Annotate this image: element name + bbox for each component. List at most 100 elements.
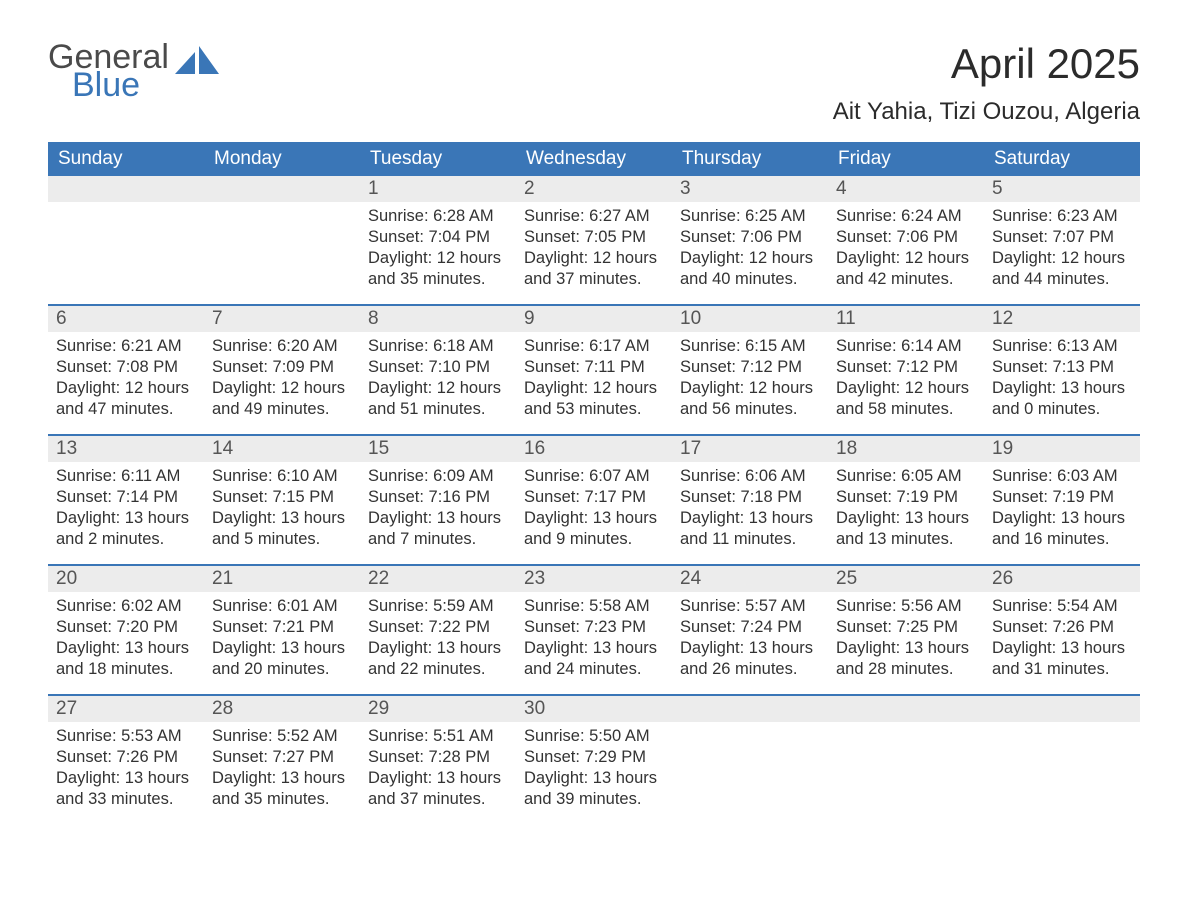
calendar-cell: 10Sunrise: 6:15 AMSunset: 7:12 PMDayligh… — [672, 306, 828, 434]
sunset-line: Sunset: 7:13 PM — [992, 357, 1132, 378]
day-number: 30 — [516, 696, 672, 722]
sunset-line: Sunset: 7:20 PM — [56, 617, 196, 638]
brand-logo-text: General Blue — [48, 40, 169, 102]
daylight-line: Daylight: 13 hours and 24 minutes. — [524, 638, 664, 680]
sunrise-line: Sunrise: 6:03 AM — [992, 466, 1132, 487]
sunrise-line: Sunrise: 6:28 AM — [368, 206, 508, 227]
sunset-line: Sunset: 7:06 PM — [836, 227, 976, 248]
daylight-line: Daylight: 12 hours and 49 minutes. — [212, 378, 352, 420]
day-details: Sunrise: 6:03 AMSunset: 7:19 PMDaylight:… — [984, 462, 1140, 558]
day-number: 4 — [828, 176, 984, 202]
day-number: 6 — [48, 306, 204, 332]
day-number: 12 — [984, 306, 1140, 332]
day-number: 23 — [516, 566, 672, 592]
calendar-cell: 1Sunrise: 6:28 AMSunset: 7:04 PMDaylight… — [360, 176, 516, 304]
day-number — [204, 176, 360, 202]
daylight-line: Daylight: 13 hours and 26 minutes. — [680, 638, 820, 680]
calendar-cell: 16Sunrise: 6:07 AMSunset: 7:17 PMDayligh… — [516, 436, 672, 564]
day-details: Sunrise: 6:10 AMSunset: 7:15 PMDaylight:… — [204, 462, 360, 558]
sunset-line: Sunset: 7:04 PM — [368, 227, 508, 248]
sunset-line: Sunset: 7:24 PM — [680, 617, 820, 638]
sunset-line: Sunset: 7:21 PM — [212, 617, 352, 638]
daylight-line: Daylight: 13 hours and 16 minutes. — [992, 508, 1132, 550]
day-number: 27 — [48, 696, 204, 722]
sunset-line: Sunset: 7:14 PM — [56, 487, 196, 508]
calendar-cell-empty — [984, 696, 1140, 824]
calendar-cell: 15Sunrise: 6:09 AMSunset: 7:16 PMDayligh… — [360, 436, 516, 564]
day-number — [48, 176, 204, 202]
calendar-cell: 2Sunrise: 6:27 AMSunset: 7:05 PMDaylight… — [516, 176, 672, 304]
sunset-line: Sunset: 7:19 PM — [836, 487, 976, 508]
sunrise-line: Sunrise: 6:25 AM — [680, 206, 820, 227]
calendar-cell: 9Sunrise: 6:17 AMSunset: 7:11 PMDaylight… — [516, 306, 672, 434]
daylight-line: Daylight: 13 hours and 5 minutes. — [212, 508, 352, 550]
calendar-cell: 14Sunrise: 6:10 AMSunset: 7:15 PMDayligh… — [204, 436, 360, 564]
month-title: April 2025 — [833, 40, 1140, 88]
title-block: April 2025 Ait Yahia, Tizi Ouzou, Algeri… — [833, 40, 1140, 126]
daylight-line: Daylight: 13 hours and 39 minutes. — [524, 768, 664, 810]
day-details: Sunrise: 5:52 AMSunset: 7:27 PMDaylight:… — [204, 722, 360, 818]
daylight-line: Daylight: 13 hours and 13 minutes. — [836, 508, 976, 550]
sunset-line: Sunset: 7:08 PM — [56, 357, 196, 378]
sunset-line: Sunset: 7:17 PM — [524, 487, 664, 508]
day-details: Sunrise: 6:11 AMSunset: 7:14 PMDaylight:… — [48, 462, 204, 558]
day-number: 20 — [48, 566, 204, 592]
daylight-line: Daylight: 12 hours and 40 minutes. — [680, 248, 820, 290]
sunrise-line: Sunrise: 5:58 AM — [524, 596, 664, 617]
sunrise-line: Sunrise: 6:07 AM — [524, 466, 664, 487]
sunrise-line: Sunrise: 6:14 AM — [836, 336, 976, 357]
calendar-cell: 7Sunrise: 6:20 AMSunset: 7:09 PMDaylight… — [204, 306, 360, 434]
daylight-line: Daylight: 12 hours and 42 minutes. — [836, 248, 976, 290]
weekday-header-row: SundayMondayTuesdayWednesdayThursdayFrid… — [48, 142, 1140, 176]
daylight-line: Daylight: 13 hours and 33 minutes. — [56, 768, 196, 810]
sunset-line: Sunset: 7:26 PM — [56, 747, 196, 768]
sunset-line: Sunset: 7:10 PM — [368, 357, 508, 378]
daylight-line: Daylight: 13 hours and 22 minutes. — [368, 638, 508, 680]
day-details: Sunrise: 6:18 AMSunset: 7:10 PMDaylight:… — [360, 332, 516, 428]
sunrise-line: Sunrise: 6:02 AM — [56, 596, 196, 617]
calendar-cell: 20Sunrise: 6:02 AMSunset: 7:20 PMDayligh… — [48, 566, 204, 694]
day-details: Sunrise: 5:51 AMSunset: 7:28 PMDaylight:… — [360, 722, 516, 818]
sunrise-line: Sunrise: 6:23 AM — [992, 206, 1132, 227]
sunrise-line: Sunrise: 6:05 AM — [836, 466, 976, 487]
day-number: 16 — [516, 436, 672, 462]
sunrise-line: Sunrise: 5:51 AM — [368, 726, 508, 747]
day-number: 13 — [48, 436, 204, 462]
sunset-line: Sunset: 7:25 PM — [836, 617, 976, 638]
sunset-line: Sunset: 7:26 PM — [992, 617, 1132, 638]
calendar-cell-empty — [828, 696, 984, 824]
daylight-line: Daylight: 13 hours and 35 minutes. — [212, 768, 352, 810]
weekday-header: Monday — [204, 142, 360, 176]
calendar-cell: 21Sunrise: 6:01 AMSunset: 7:21 PMDayligh… — [204, 566, 360, 694]
sunset-line: Sunset: 7:12 PM — [680, 357, 820, 378]
calendar-cell: 3Sunrise: 6:25 AMSunset: 7:06 PMDaylight… — [672, 176, 828, 304]
day-number: 10 — [672, 306, 828, 332]
day-details: Sunrise: 6:09 AMSunset: 7:16 PMDaylight:… — [360, 462, 516, 558]
day-number: 1 — [360, 176, 516, 202]
sunrise-line: Sunrise: 5:59 AM — [368, 596, 508, 617]
day-number: 7 — [204, 306, 360, 332]
sunrise-line: Sunrise: 6:17 AM — [524, 336, 664, 357]
calendar-cell: 5Sunrise: 6:23 AMSunset: 7:07 PMDaylight… — [984, 176, 1140, 304]
daylight-line: Daylight: 12 hours and 56 minutes. — [680, 378, 820, 420]
day-details: Sunrise: 6:24 AMSunset: 7:06 PMDaylight:… — [828, 202, 984, 298]
daylight-line: Daylight: 13 hours and 31 minutes. — [992, 638, 1132, 680]
day-details: Sunrise: 5:59 AMSunset: 7:22 PMDaylight:… — [360, 592, 516, 688]
day-number: 15 — [360, 436, 516, 462]
calendar-cell: 19Sunrise: 6:03 AMSunset: 7:19 PMDayligh… — [984, 436, 1140, 564]
day-number: 17 — [672, 436, 828, 462]
day-number: 22 — [360, 566, 516, 592]
day-details: Sunrise: 6:25 AMSunset: 7:06 PMDaylight:… — [672, 202, 828, 298]
calendar-cell: 4Sunrise: 6:24 AMSunset: 7:06 PMDaylight… — [828, 176, 984, 304]
sunrise-line: Sunrise: 6:24 AM — [836, 206, 976, 227]
calendar: SundayMondayTuesdayWednesdayThursdayFrid… — [48, 142, 1140, 824]
sunrise-line: Sunrise: 6:20 AM — [212, 336, 352, 357]
day-number: 28 — [204, 696, 360, 722]
daylight-line: Daylight: 13 hours and 11 minutes. — [680, 508, 820, 550]
day-number: 26 — [984, 566, 1140, 592]
calendar-cell: 12Sunrise: 6:13 AMSunset: 7:13 PMDayligh… — [984, 306, 1140, 434]
weekday-header: Friday — [828, 142, 984, 176]
daylight-line: Daylight: 13 hours and 37 minutes. — [368, 768, 508, 810]
day-details: Sunrise: 5:58 AMSunset: 7:23 PMDaylight:… — [516, 592, 672, 688]
sunrise-line: Sunrise: 5:50 AM — [524, 726, 664, 747]
